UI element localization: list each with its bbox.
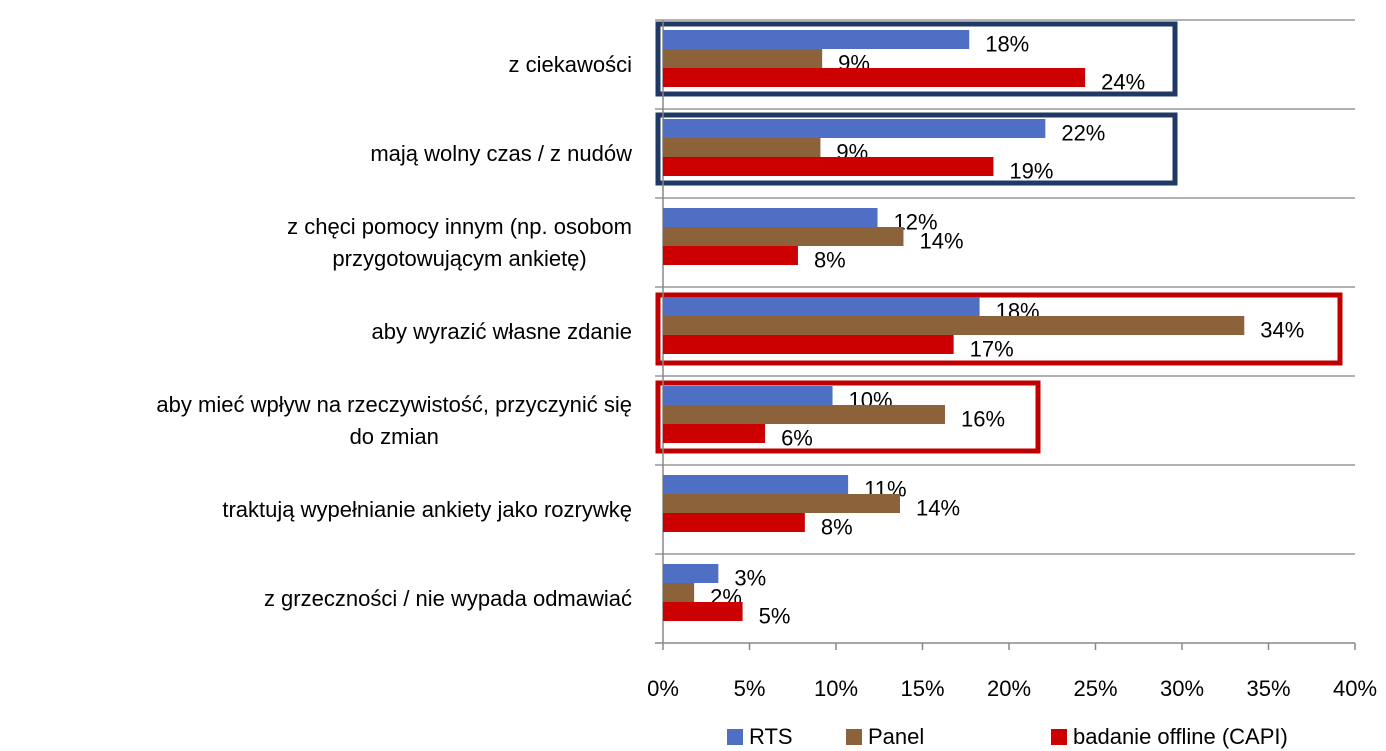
category-text: traktują wypełnianie ankiety jako rozryw… bbox=[222, 496, 632, 522]
data-label: 3% bbox=[734, 565, 766, 590]
data-label: 24% bbox=[1101, 69, 1145, 94]
bar bbox=[663, 564, 719, 583]
x-tick-label: 20% bbox=[987, 676, 1031, 701]
bar bbox=[663, 583, 695, 602]
bar bbox=[663, 157, 994, 176]
legend-label: Panel bbox=[868, 724, 924, 749]
x-tick-label: 30% bbox=[1160, 676, 1204, 701]
category-text: aby wyrazić własne zdanie bbox=[371, 318, 632, 344]
highlight-box bbox=[655, 112, 1178, 186]
category-text: mają wolny czas / z nudów bbox=[370, 140, 632, 166]
bar bbox=[663, 68, 1086, 87]
highlight-box bbox=[655, 380, 1041, 454]
plot: 0% 5% 10% 15% 20% 25% 30% 35% 40%18%9%24%22%9%19… bbox=[647, 19, 1377, 749]
bar bbox=[663, 227, 904, 246]
data-label: 14% bbox=[916, 495, 960, 520]
bar bbox=[663, 208, 878, 227]
x-tick-label: 15% bbox=[900, 676, 944, 701]
data-label: 34% bbox=[1260, 317, 1304, 342]
data-label: 17% bbox=[970, 336, 1014, 361]
x-tick-label: 35% bbox=[1246, 676, 1290, 701]
highlight-box bbox=[655, 21, 1178, 97]
category-label: aby wyrazić własne zdanie bbox=[0, 287, 632, 376]
bar bbox=[663, 138, 821, 157]
category-text: z chęci pomocy innym (np. osobom przygot… bbox=[287, 213, 632, 271]
data-label: 22% bbox=[1061, 120, 1105, 145]
category-label: z chęci pomocy innym (np. osobom przygot… bbox=[0, 198, 632, 287]
bar bbox=[663, 494, 901, 513]
data-label: 8% bbox=[821, 514, 853, 539]
category-label: aby mieć wpływ na rzeczywistość, przyczy… bbox=[0, 376, 632, 465]
bar bbox=[663, 602, 743, 621]
data-label: 5% bbox=[759, 603, 791, 628]
legend-label: RTS bbox=[749, 724, 793, 749]
data-label: 6% bbox=[781, 425, 813, 450]
data-label: 16% bbox=[961, 406, 1005, 431]
legend-swatch bbox=[846, 729, 862, 745]
bar bbox=[663, 513, 805, 532]
highlight-box bbox=[655, 292, 1343, 366]
bar bbox=[663, 246, 798, 265]
x-tick-label: 25% bbox=[1073, 676, 1117, 701]
category-label: traktują wypełnianie ankiety jako rozryw… bbox=[0, 465, 632, 554]
bar bbox=[663, 297, 980, 316]
category-label: z grzeczności / nie wypada odmawiać bbox=[0, 554, 632, 643]
bar bbox=[663, 316, 1245, 335]
legend-swatch bbox=[1051, 729, 1067, 745]
bar bbox=[663, 475, 849, 494]
x-tick-label: 40% bbox=[1333, 676, 1377, 701]
bar bbox=[663, 424, 766, 443]
x-tick-label: 10% bbox=[814, 676, 858, 701]
bar bbox=[663, 119, 1046, 138]
data-label: 14% bbox=[919, 228, 963, 253]
bar bbox=[663, 49, 823, 68]
x-tick-label: 0% bbox=[647, 676, 679, 701]
data-label: 19% bbox=[1009, 158, 1053, 183]
x-tick-label: 5% bbox=[734, 676, 766, 701]
category-label: z ciekawości bbox=[0, 20, 632, 109]
category-text: aby mieć wpływ na rzeczywistość, przyczy… bbox=[156, 391, 632, 449]
bar bbox=[663, 30, 970, 49]
legend-label: badanie offline (CAPI) bbox=[1073, 724, 1288, 749]
category-label: mają wolny czas / z nudów bbox=[0, 109, 632, 198]
category-text: z grzeczności / nie wypada odmawiać bbox=[263, 585, 632, 611]
bar bbox=[663, 335, 954, 354]
legend-swatch bbox=[727, 729, 743, 745]
bar bbox=[663, 386, 833, 405]
data-label: 18% bbox=[985, 31, 1029, 56]
bar bbox=[663, 405, 945, 424]
data-label: 8% bbox=[814, 247, 846, 272]
category-text: z ciekawości bbox=[508, 51, 632, 77]
